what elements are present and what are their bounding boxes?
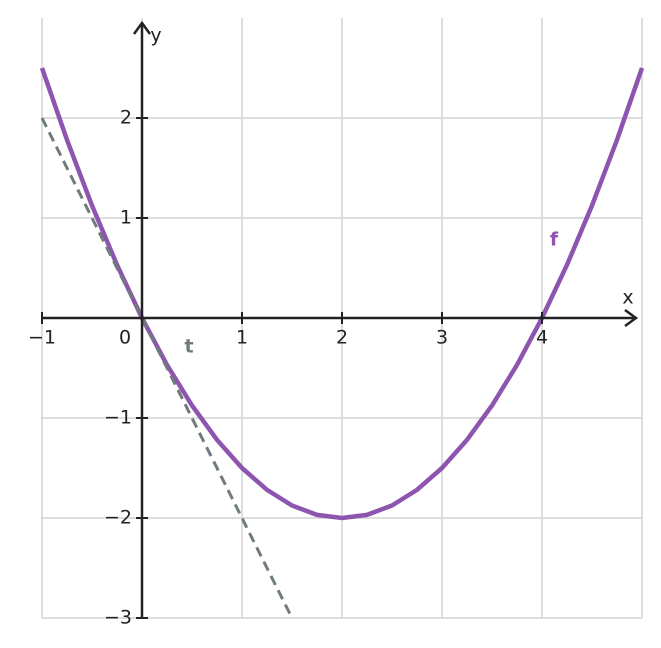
- x-tick-label: 1: [236, 327, 248, 349]
- x-tick-label: −1: [28, 327, 56, 349]
- series-line: [40, 117, 294, 619]
- x-axis-label: x: [622, 287, 633, 309]
- x-tick-label: 0: [119, 327, 131, 349]
- y-arrow: [132, 20, 152, 35]
- x-tick-label: 2: [336, 327, 348, 349]
- series-label: t: [184, 336, 193, 358]
- x-tick-label: 3: [436, 327, 448, 349]
- y-tick-label: 1: [120, 207, 132, 229]
- y-axis-label: y: [150, 25, 161, 47]
- y-tick-label: −3: [104, 607, 132, 629]
- series-label: f: [550, 229, 559, 251]
- x-tick-label: 4: [536, 327, 548, 349]
- y-tick-label: −2: [104, 507, 132, 529]
- x-arrow: [624, 308, 639, 328]
- y-tick-label: −1: [104, 407, 132, 429]
- y-tick-label: 2: [120, 107, 132, 129]
